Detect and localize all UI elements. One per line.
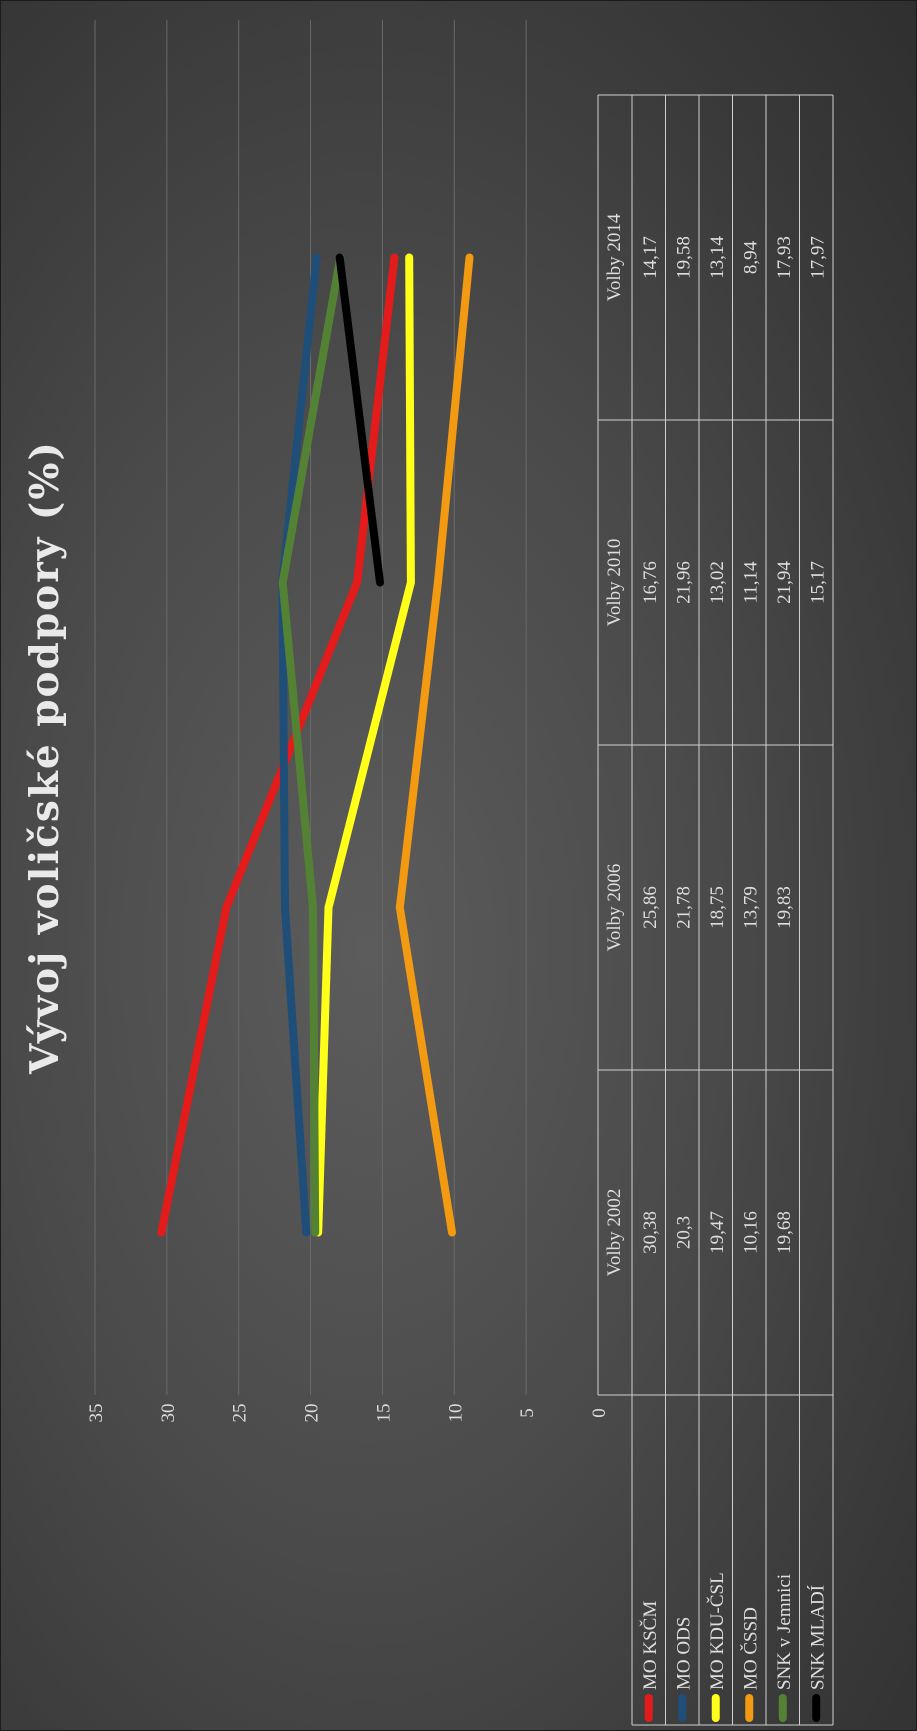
- data-label: 19,47: [707, 1211, 728, 1254]
- data-label: 14,17: [640, 236, 661, 279]
- x-category-label: Volby 2002: [604, 1189, 625, 1277]
- y-tick-label-10: 10: [445, 1404, 466, 1423]
- series-line-mo-cssd: [395, 253, 474, 1237]
- data-label: 13,79: [740, 886, 761, 929]
- series-line-mo-kscm: [157, 253, 399, 1237]
- y-tick-label-35: 35: [86, 1404, 107, 1423]
- series-line-mo-ods: [278, 253, 321, 1237]
- y-tick-label-5: 5: [517, 1408, 538, 1418]
- series-line-mo-kdu-csl: [314, 253, 415, 1237]
- chart-title: Vývoj voličské podpory (%): [22, 440, 68, 1075]
- data-label: 13,14: [707, 236, 728, 279]
- data-label: 25,86: [640, 886, 661, 929]
- legend-label-mo-kdu-csl: MO KDU-ČSL: [706, 1572, 728, 1690]
- data-label: 10,16: [740, 1211, 761, 1254]
- data-label: 21,96: [673, 561, 694, 604]
- data-label: 30,38: [640, 1211, 661, 1254]
- data-label: 16,76: [640, 561, 661, 604]
- data-label: 8,94: [740, 240, 761, 274]
- series-line-snk-mladi: [335, 253, 384, 587]
- y-axis-ticks: 0 5 10 15 20 25 30 35: [86, 1404, 610, 1423]
- legend-label-mo-ods: MO ODS: [673, 1617, 694, 1690]
- x-category-label: Volby 2010: [604, 539, 625, 627]
- data-label: 11,14: [740, 561, 761, 604]
- data-label: 21,94: [774, 561, 795, 604]
- y-tick-label-25: 25: [230, 1404, 251, 1423]
- series-line-snk-v-jemnici: [278, 253, 345, 1237]
- legend-label-snk-v-jemnici: SNK v Jemnici: [774, 1574, 795, 1690]
- x-category-label: Volby 2006: [604, 864, 625, 952]
- data-label: 15,17: [807, 561, 828, 604]
- data-label: 19,58: [673, 236, 694, 279]
- y-tick-label-20: 20: [302, 1404, 323, 1423]
- data-label: 21,78: [673, 886, 694, 929]
- data-label: 17,93: [774, 236, 795, 279]
- y-tick-label-0: 0: [589, 1408, 610, 1418]
- data-label: 20,3: [673, 1216, 694, 1249]
- data-label: 18,75: [707, 886, 728, 929]
- data-label: 19,83: [774, 886, 795, 929]
- y-tick-label-15: 15: [373, 1404, 394, 1423]
- data-label: 13,02: [707, 561, 728, 604]
- data-label: 17,97: [807, 236, 828, 279]
- data-label: 19,68: [774, 1211, 795, 1254]
- series-lines: [157, 253, 474, 1237]
- legend-label-mo-cssd: MO ČSSD: [739, 1607, 761, 1690]
- legend-label-mo-kscm: MO KSČM: [639, 1601, 661, 1690]
- y-tick-label-30: 30: [158, 1404, 179, 1423]
- x-category-label: Volby 2014: [604, 213, 625, 301]
- data-table: Volby 2002 Volby 2006 Volby 2010 Volby 2014…: [597, 94, 834, 1726]
- legend-label-snk-mladi: SNK MLADÍ: [806, 1585, 828, 1690]
